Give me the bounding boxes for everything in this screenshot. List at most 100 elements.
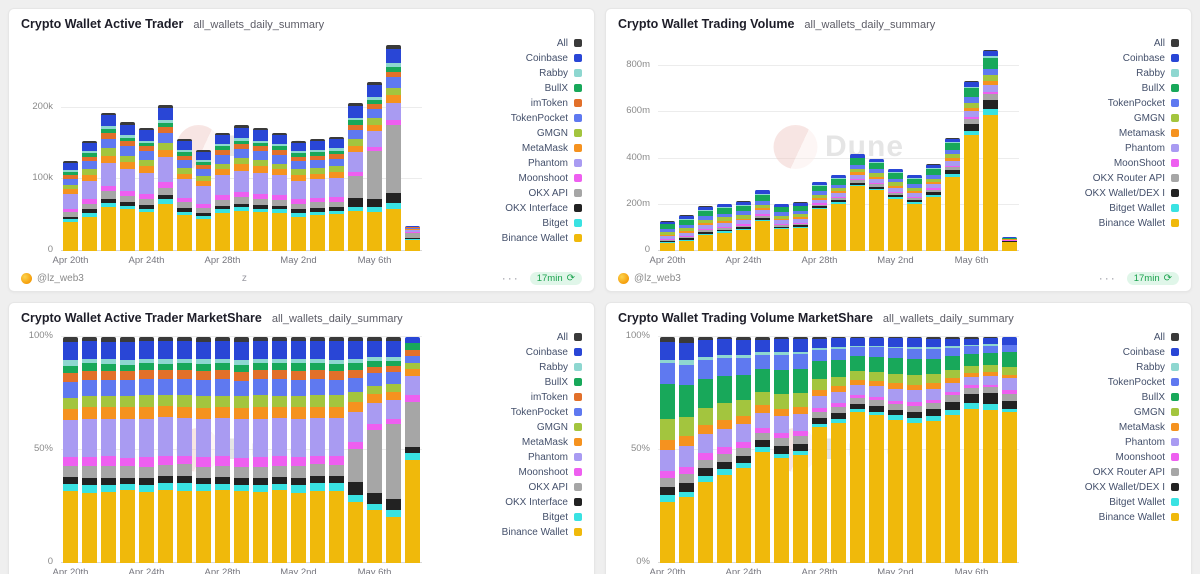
bar[interactable] [983,49,998,251]
legend-item[interactable]: Bitget Wallet [1031,202,1179,215]
legend-item[interactable]: OKX Router API [1031,172,1179,185]
legend-item[interactable]: Phantom [1031,142,1179,155]
bar[interactable] [158,105,173,251]
legend-item[interactable]: OKX Router API [1031,466,1179,479]
bar[interactable] [679,215,694,251]
bar[interactable] [1002,237,1017,251]
bar[interactable] [310,337,325,563]
legend-item[interactable]: Bitget [434,217,582,230]
legend-item[interactable]: Coinbase [1031,52,1179,65]
legend-item[interactable]: OKX Interface [434,202,582,215]
bar[interactable] [850,337,865,563]
bar[interactable] [774,203,789,251]
legend-item[interactable]: Metamask [1031,127,1179,140]
legend-item[interactable]: All [434,331,582,344]
bar[interactable] [386,337,401,563]
legend-item[interactable]: MetaMask [434,436,582,449]
author-handle[interactable]: @lz_web3 [37,272,84,284]
bar[interactable] [812,337,827,563]
legend-item[interactable]: Rabby [434,67,582,80]
bar[interactable] [736,201,751,251]
refresh-badge[interactable]: 17min ⟳ [529,271,582,285]
bar[interactable] [793,202,808,251]
bar[interactable] [736,337,751,563]
bar[interactable] [888,337,903,563]
bar[interactable] [907,337,922,563]
legend-item[interactable]: Rabby [1031,67,1179,80]
legend-item[interactable]: OKX Interface [434,496,582,509]
legend-item[interactable]: BullX [1031,82,1179,95]
bar[interactable] [964,81,979,251]
more-menu-button[interactable]: ··· [501,271,520,285]
bar[interactable] [253,128,268,251]
legend-item[interactable]: MetaMask [434,142,582,155]
bar[interactable] [679,337,694,563]
legend-item[interactable]: Rabby [1031,361,1179,374]
bar[interactable] [291,140,306,251]
bar[interactable] [831,174,846,251]
legend-item[interactable]: Moonshoot [434,172,582,185]
legend-item[interactable]: Phantom [434,451,582,464]
bar[interactable] [831,337,846,563]
refresh-badge[interactable]: 17min ⟳ [1126,271,1179,285]
bar[interactable] [120,337,135,563]
legend-item[interactable]: Phantom [434,157,582,170]
bar[interactable] [386,45,401,251]
bar[interactable] [272,132,287,251]
legend-item[interactable]: OKX Wallet/DEX I [1031,187,1179,200]
bar[interactable] [310,139,325,251]
legend-item[interactable]: Bitget [434,511,582,524]
bar[interactable] [82,337,97,563]
bar[interactable] [253,337,268,563]
legend-item[interactable]: All [1031,37,1179,50]
bar[interactable] [717,337,732,563]
legend-item[interactable]: Binance Wallet [1031,217,1179,230]
bar[interactable] [793,337,808,563]
legend-item[interactable]: OKX Wallet/DEX I [1031,481,1179,494]
legend-item[interactable]: All [1031,331,1179,344]
bar[interactable] [329,137,344,251]
bar[interactable] [348,337,363,563]
legend-item[interactable]: GMGN [1031,406,1179,419]
bar[interactable] [405,337,420,563]
bar[interactable] [177,337,192,563]
bar[interactable] [1002,337,1017,563]
bar[interactable] [945,337,960,563]
author-handle[interactable]: @lz_web3 [634,272,681,284]
legend-item[interactable]: Coinbase [434,52,582,65]
bar[interactable] [177,139,192,251]
bar[interactable] [291,337,306,563]
legend-item[interactable]: Binance Wallet [434,232,582,245]
legend-item[interactable]: GMGN [434,421,582,434]
bar[interactable] [63,337,78,563]
legend-item[interactable]: Binance Wallet [1031,511,1179,524]
bar[interactable] [63,160,78,251]
bar[interactable] [234,124,249,251]
legend-item[interactable]: Coinbase [434,346,582,359]
legend-item[interactable]: OKX API [434,481,582,494]
bar[interactable] [812,181,827,251]
bar[interactable] [945,137,960,251]
legend-item[interactable]: Bitget Wallet [1031,496,1179,509]
legend-item[interactable]: BullX [1031,391,1179,404]
legend-item[interactable]: Coinbase [1031,346,1179,359]
bar[interactable] [215,132,230,251]
legend-item[interactable]: Moonshoot [1031,451,1179,464]
bar[interactable] [755,337,770,563]
legend-item[interactable]: Rabby [434,361,582,374]
legend-item[interactable]: Moonshoot [434,466,582,479]
bar[interactable] [926,337,941,563]
bar[interactable] [888,168,903,251]
bar[interactable] [717,203,732,251]
bar[interactable] [869,337,884,563]
bar[interactable] [660,337,675,563]
legend-item[interactable]: All [434,37,582,50]
bar[interactable] [850,153,865,251]
legend-item[interactable]: MoonShoot [1031,157,1179,170]
bar[interactable] [660,220,675,251]
bar[interactable] [348,103,363,251]
legend-item[interactable]: TokenPocket [434,406,582,419]
bar[interactable] [272,337,287,563]
bar[interactable] [926,164,941,251]
bar[interactable] [82,140,97,251]
